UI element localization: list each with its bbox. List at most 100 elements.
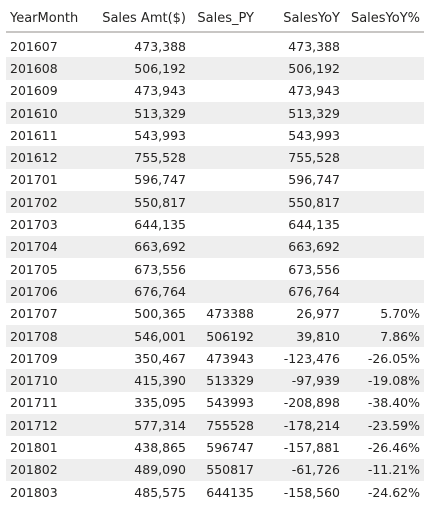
cell-sales-amt: 485,575 xyxy=(134,484,186,500)
table-row: 201803 485,575 644135 -158,560 -24.62% xyxy=(6,481,424,503)
cell-sales-yoy: -158,560 xyxy=(283,484,340,500)
cell-sales-amt: 438,865 xyxy=(134,439,186,455)
table-row: 201705 673,556 673,556 xyxy=(6,258,424,280)
table-row: 201607 473,388 473,388 xyxy=(6,32,424,57)
cell-sales-py xyxy=(190,235,258,258)
cell-sales-py xyxy=(190,124,258,146)
col-header-sales-yoy[interactable]: SalesYoY xyxy=(258,6,344,33)
cell-sales-py xyxy=(190,280,258,303)
cell-sales-amt: 676,764 xyxy=(90,280,190,303)
cell-sales-amt: 473,388 xyxy=(134,38,186,54)
cell-sales-yoy: -123,476 xyxy=(283,350,340,366)
cell-yearmonth: 201607 xyxy=(10,38,58,54)
table-row: 201701 596,747 596,747 xyxy=(6,169,424,191)
cell-sales-amt: 335,095 xyxy=(134,395,186,411)
cell-sales-yoy: 673,556 xyxy=(288,261,340,277)
col-header-sales-amt[interactable]: Sales Amt($) xyxy=(90,6,190,33)
cell-sales-yoy: -208,898 xyxy=(283,395,340,411)
cell-yearmonth: 201704 xyxy=(6,235,90,258)
cell-sales-yoy-pct xyxy=(344,213,424,235)
cell-yearmonth: 201702 xyxy=(6,191,90,214)
table-row: 201712 577,314 755528 -178,214 -23.59% xyxy=(6,414,424,437)
cell-sales-amt: 546,001 xyxy=(90,324,190,348)
cell-sales-py: 513329 xyxy=(190,369,258,392)
cell-sales-yoy-pct: -38.40% xyxy=(367,395,420,411)
cell-sales-yoy: 513,329 xyxy=(258,101,344,125)
cell-sales-yoy: 39,810 xyxy=(258,324,344,348)
cell-sales-py xyxy=(190,191,258,214)
cell-sales-yoy: 506,192 xyxy=(258,57,344,80)
table-row: 201707 500,365 473388 26,977 5.70% xyxy=(6,303,424,325)
cell-yearmonth: 201802 xyxy=(6,458,90,481)
table-row: 201801 438,865 596747 -157,881 -26.46% xyxy=(6,436,424,458)
table-row: 201609 473,943 473,943 xyxy=(6,80,424,102)
header-row: YearMonth Sales Amt($) Sales_PY SalesYoY… xyxy=(6,6,424,33)
cell-sales-py: 506192 xyxy=(190,324,258,348)
cell-sales-yoy-pct xyxy=(344,124,424,146)
cell-sales-amt: 415,390 xyxy=(90,369,190,392)
cell-sales-yoy: 473,388 xyxy=(288,38,340,54)
table-body: 201607 473,388 473,388 201608 506,192 506,192… xyxy=(6,32,424,503)
cell-yearmonth: 201608 xyxy=(6,57,90,80)
data-table: YearMonth Sales Amt($) Sales_PY SalesYoY… xyxy=(6,6,424,503)
cell-sales-py: 644135 xyxy=(206,484,254,500)
cell-sales-py xyxy=(190,57,258,80)
table-row: 201702 550,817 550,817 xyxy=(6,191,424,214)
cell-sales-amt: 473,943 xyxy=(134,83,186,99)
cell-sales-yoy-pct: -26.05% xyxy=(367,350,420,366)
cell-sales-amt: 489,090 xyxy=(90,458,190,481)
cell-sales-amt: 500,365 xyxy=(134,306,186,322)
cell-yearmonth: 201705 xyxy=(10,261,58,277)
cell-sales-yoy: 644,135 xyxy=(288,217,340,233)
cell-sales-yoy-pct: -11.21% xyxy=(344,458,424,481)
table-row: 201703 644,135 644,135 xyxy=(6,213,424,235)
cell-sales-yoy: 26,977 xyxy=(296,306,340,322)
cell-sales-yoy-pct: 7.86% xyxy=(344,324,424,348)
cell-sales-py: 473388 xyxy=(206,306,254,322)
cell-sales-py: 755528 xyxy=(190,414,258,437)
cell-sales-py xyxy=(190,258,258,280)
cell-sales-amt: 577,314 xyxy=(90,414,190,437)
cell-sales-yoy-pct xyxy=(344,235,424,258)
table-row: 201610 513,329 513,329 xyxy=(6,101,424,125)
cell-yearmonth: 201609 xyxy=(10,83,58,99)
cell-sales-py xyxy=(190,80,258,102)
cell-yearmonth: 201701 xyxy=(10,172,58,188)
cell-sales-amt: 513,329 xyxy=(90,101,190,125)
cell-sales-yoy-pct: 5.70% xyxy=(380,306,420,322)
cell-sales-yoy: -97,939 xyxy=(258,369,344,392)
cell-sales-yoy-pct xyxy=(344,32,424,57)
cell-sales-amt: 644,135 xyxy=(134,217,186,233)
cell-sales-amt: 673,556 xyxy=(134,261,186,277)
cell-yearmonth: 201709 xyxy=(10,350,58,366)
cell-sales-py: 543993 xyxy=(206,395,254,411)
table-row: 201710 415,390 513329 -97,939 -19.08% xyxy=(6,369,424,392)
cell-sales-py: 550817 xyxy=(190,458,258,481)
cell-sales-py xyxy=(190,213,258,235)
cell-sales-amt: 663,692 xyxy=(90,235,190,258)
cell-sales-amt: 350,467 xyxy=(134,350,186,366)
col-header-sales-yoy-pct[interactable]: SalesYoY% xyxy=(344,6,424,33)
cell-sales-yoy: -61,726 xyxy=(258,458,344,481)
table-row: 201611 543,993 543,993 xyxy=(6,124,424,146)
cell-yearmonth: 201706 xyxy=(6,280,90,303)
cell-yearmonth: 201707 xyxy=(10,306,58,322)
cell-sales-yoy: -157,881 xyxy=(283,439,340,455)
cell-yearmonth: 201612 xyxy=(6,146,90,169)
cell-sales-yoy-pct xyxy=(344,146,424,169)
cell-yearmonth: 201801 xyxy=(10,439,58,455)
col-header-sales-py[interactable]: Sales_PY xyxy=(190,6,258,33)
cell-sales-yoy: 755,528 xyxy=(258,146,344,169)
cell-sales-amt: 550,817 xyxy=(90,191,190,214)
cell-yearmonth: 201703 xyxy=(10,217,58,233)
col-header-yearmonth[interactable]: YearMonth xyxy=(6,6,90,33)
cell-sales-yoy: -178,214 xyxy=(258,414,344,437)
cell-sales-py: 473943 xyxy=(206,350,254,366)
cell-sales-yoy-pct: -26.46% xyxy=(367,439,420,455)
table-row: 201608 506,192 506,192 xyxy=(6,57,424,80)
cell-sales-yoy: 543,993 xyxy=(288,127,340,143)
cell-sales-yoy-pct xyxy=(344,169,424,191)
cell-sales-amt: 543,993 xyxy=(134,127,186,143)
cell-yearmonth: 201710 xyxy=(6,369,90,392)
